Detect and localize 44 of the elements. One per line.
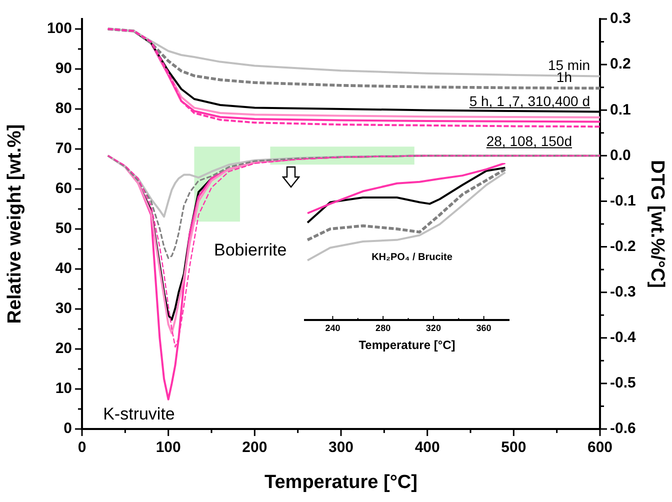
series-label: 28, 108, 150d	[486, 132, 572, 149]
x-tick-label: 320	[426, 322, 441, 333]
y2-tick-label: 0.3	[610, 10, 631, 28]
x-tick-label: 280	[376, 322, 391, 333]
y-axis-title: Relative weight [wt.%]	[4, 124, 26, 324]
x-tick-label: 360	[476, 322, 492, 333]
y2-tick-label: -0.5	[610, 374, 636, 392]
y-tick-label: 30	[55, 300, 72, 318]
y2-tick-label: -0.1	[610, 192, 636, 210]
y2-tick-label: -0.6	[610, 420, 636, 438]
x-tick-label: 200	[242, 439, 268, 456]
line-series	[106, 28, 600, 90]
y-tick-label: 40	[55, 260, 72, 278]
line-series	[107, 154, 600, 259]
y-tick-label: 80	[55, 100, 72, 118]
y2-tick-label: 0.1	[610, 101, 631, 118]
series-label: 5 h, 1 ,7, 310,400 d	[469, 92, 590, 109]
annotation: K-struvite	[103, 404, 175, 424]
y2-tick-label: -0.2	[610, 238, 636, 255]
x-tick-label: 600	[587, 439, 613, 456]
x-tick-label: 400	[414, 439, 440, 456]
x-axis-title: Temperature [°C]	[358, 338, 456, 352]
series-label: 1h	[556, 69, 572, 86]
x-tick-label: 240	[325, 322, 340, 333]
y2-tick-label: -0.3	[610, 283, 636, 300]
y-tick-label: 20	[55, 340, 72, 358]
y-tick-label: 50	[55, 220, 72, 238]
x-tick-label: 0	[78, 439, 86, 456]
x-tick-label: 100	[156, 439, 181, 456]
y-tick-label: 100	[46, 20, 72, 38]
y-tick-label: 60	[55, 180, 72, 198]
y-tick-label: 90	[55, 60, 72, 78]
y-tick-label: 0	[64, 420, 72, 438]
y2-tick-label: 0.0	[610, 146, 631, 164]
x-tick-label: 300	[328, 439, 354, 456]
y2-tick-label: 0.2	[610, 56, 631, 73]
y-tick-label: 10	[55, 380, 72, 398]
annotation: KH₂PO₄ / Brucite	[372, 252, 453, 263]
x-tick-label: 500	[501, 439, 526, 456]
y-tick-label: 70	[55, 140, 72, 158]
y2-tick-label: -0.4	[610, 329, 637, 346]
x-axis-title: Temperature [°C]	[264, 472, 418, 493]
annotation: Bobierrite	[214, 240, 287, 260]
y2-axis-title: DTG [wt.%/°C]	[646, 160, 668, 288]
